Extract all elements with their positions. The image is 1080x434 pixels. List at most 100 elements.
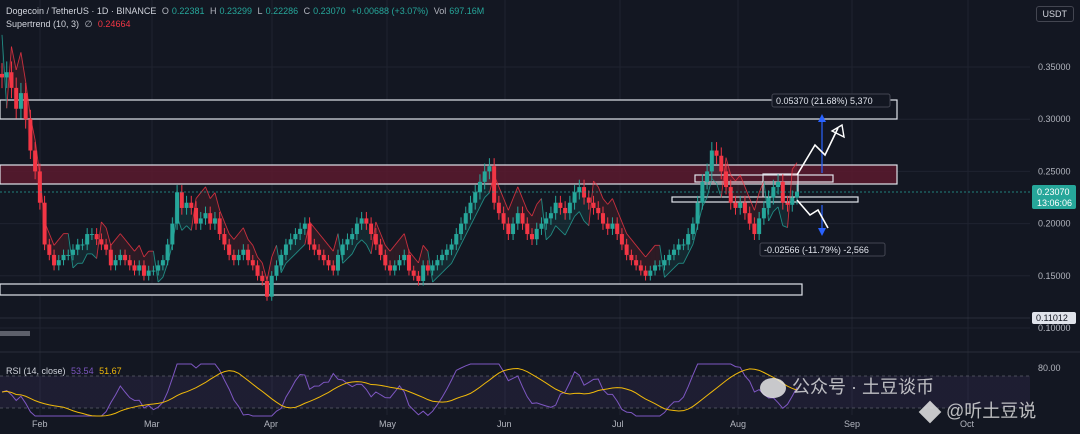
measure-up-label-box (771, 93, 891, 108)
candle-body (506, 223, 511, 235)
rsi-level-label: 80.00 (1038, 363, 1061, 373)
supertrend-segment (635, 245, 642, 252)
supertrend-segment (631, 239, 637, 246)
candle-body (553, 202, 558, 214)
candle-body (411, 270, 416, 276)
supertrend-segment (261, 262, 268, 281)
supertrend-segment (417, 245, 424, 263)
candle-body (132, 265, 137, 271)
candle-body (544, 218, 549, 224)
indicator-name[interactable]: Supertrend (10, 3) (6, 19, 80, 29)
supertrend-segment (115, 233, 121, 240)
candle-body (378, 244, 383, 255)
supertrend-fill (390, 245, 395, 271)
candle-body (648, 270, 653, 276)
candle-body (146, 270, 151, 276)
support-zone-lower[interactable] (0, 283, 803, 296)
supertrend-segment (701, 197, 708, 208)
candle-body (369, 223, 374, 235)
supertrend-fill (200, 186, 206, 219)
candle-body (321, 254, 326, 261)
candle-body (241, 249, 246, 255)
rsi-name[interactable]: RSI (14, close) (6, 366, 66, 376)
candle-body (28, 119, 33, 151)
supertrend-segment (422, 245, 429, 252)
time-axis[interactable]: Feb Mar Apr May Jun Jul Aug Sep Oct (32, 419, 975, 429)
candle-body (615, 223, 620, 235)
candle-body (525, 223, 530, 235)
candle-body (563, 207, 568, 214)
rsi-ma-value: 51.67 (99, 366, 122, 376)
supertrend-segment (777, 206, 784, 226)
candle-body (397, 260, 402, 266)
support-zone-small[interactable] (671, 196, 859, 203)
price-axis[interactable]: 0.35000 0.30000 0.25000 0.20000 0.15000 0.100… (1038, 62, 1071, 333)
supertrend-segment (555, 225, 561, 231)
supertrend-fill (423, 245, 428, 271)
rsi-line (1, 363, 798, 417)
candle-body (18, 93, 23, 109)
current-price-countdown: 13:06:06 (1037, 198, 1072, 208)
candle-body (624, 244, 629, 255)
candle-body (425, 265, 430, 271)
time-tick: Oct (960, 419, 975, 429)
candle-body (586, 197, 591, 203)
candle-body (747, 213, 752, 224)
projection-down-arrow[interactable] (796, 199, 829, 229)
candle-body (194, 207, 199, 224)
rsi-ma-line (1, 367, 798, 417)
supertrend-segment (342, 258, 348, 264)
candle-body (61, 254, 66, 261)
supertrend-segment (238, 227, 244, 234)
candle-body (454, 234, 459, 245)
supertrend-segment (569, 216, 575, 226)
resistance-zone-main[interactable] (0, 164, 898, 185)
supertrend-segment (105, 227, 112, 246)
candle-body (317, 249, 322, 255)
supertrend-segment (593, 180, 599, 188)
candle-body (359, 218, 364, 224)
supertrend-fill (361, 218, 367, 245)
low-price-value: 0.11012 (1036, 313, 1068, 323)
measure-down-arrowhead (818, 228, 826, 236)
supertrend-fill (645, 251, 651, 276)
candle-body (667, 254, 672, 261)
candle-body (558, 202, 563, 208)
supertrend-segment (649, 245, 656, 252)
candle-body (459, 223, 464, 235)
candle-body (293, 234, 298, 240)
scroll-marker[interactable] (0, 331, 30, 336)
candle-body (255, 265, 260, 276)
candle-body (421, 265, 426, 282)
supertrend-segment (640, 250, 646, 258)
candle-body (780, 181, 785, 203)
supertrend-segment (389, 245, 396, 252)
supertrend-fill (716, 155, 722, 198)
supertrend-fill (541, 198, 547, 240)
currency-button[interactable]: USDT (1035, 6, 1074, 22)
candle-body (709, 150, 714, 172)
candle-body (444, 249, 449, 255)
symbol-title[interactable]: Dogecoin / TetherUS · 1D · BINANCE (6, 6, 157, 16)
supertrend-fill (584, 197, 589, 226)
candle-body (160, 260, 165, 266)
supertrend-fill (366, 223, 372, 254)
low-value: 0.22286 (265, 6, 299, 16)
candle-body (23, 93, 28, 120)
candle-body (165, 244, 170, 261)
candle-body (676, 244, 681, 250)
projection-up-arrow[interactable] (796, 127, 839, 176)
candle-body (530, 234, 534, 240)
supertrend-segment (257, 256, 263, 264)
supertrend-fill (181, 202, 187, 231)
candle-body (80, 244, 85, 246)
candle-body (14, 87, 19, 109)
candle-body (724, 171, 729, 188)
candle-body (236, 254, 241, 261)
candle-body (690, 223, 695, 235)
candle-body (364, 218, 369, 224)
candle-body (700, 181, 705, 203)
resistance-zone-upper[interactable] (0, 99, 898, 120)
price-tick: 0.35000 (1038, 62, 1071, 72)
